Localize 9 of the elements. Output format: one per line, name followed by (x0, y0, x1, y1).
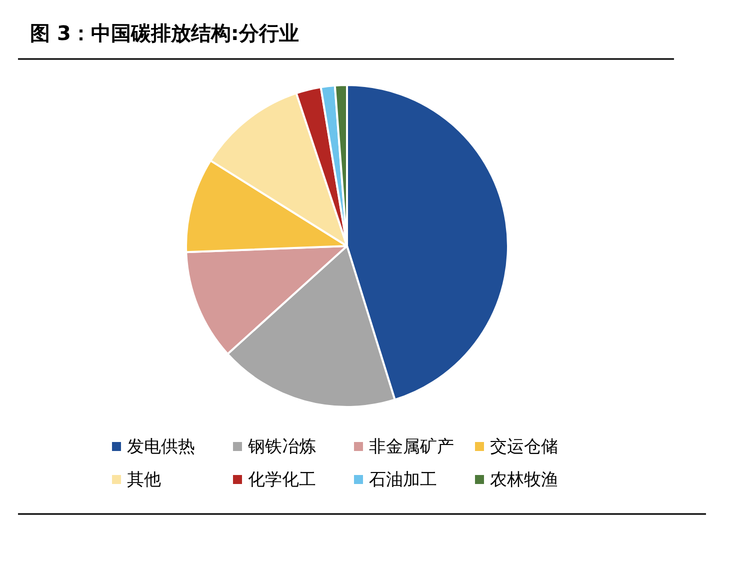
legend-label: 非金属矿产 (369, 437, 454, 457)
chart-title: 图 3：中国碳排放结构:分行业 (30, 21, 299, 45)
legend-label: 化学化工 (248, 470, 316, 490)
legend-label: 农林牧渔 (490, 470, 558, 490)
legend-label: 石油加工 (369, 470, 437, 490)
legend-label: 发电供热 (127, 437, 195, 457)
legend-label: 交运仓储 (490, 437, 558, 457)
legend-label: 钢铁冶炼 (247, 437, 316, 457)
legend-label: 其他 (127, 470, 161, 490)
